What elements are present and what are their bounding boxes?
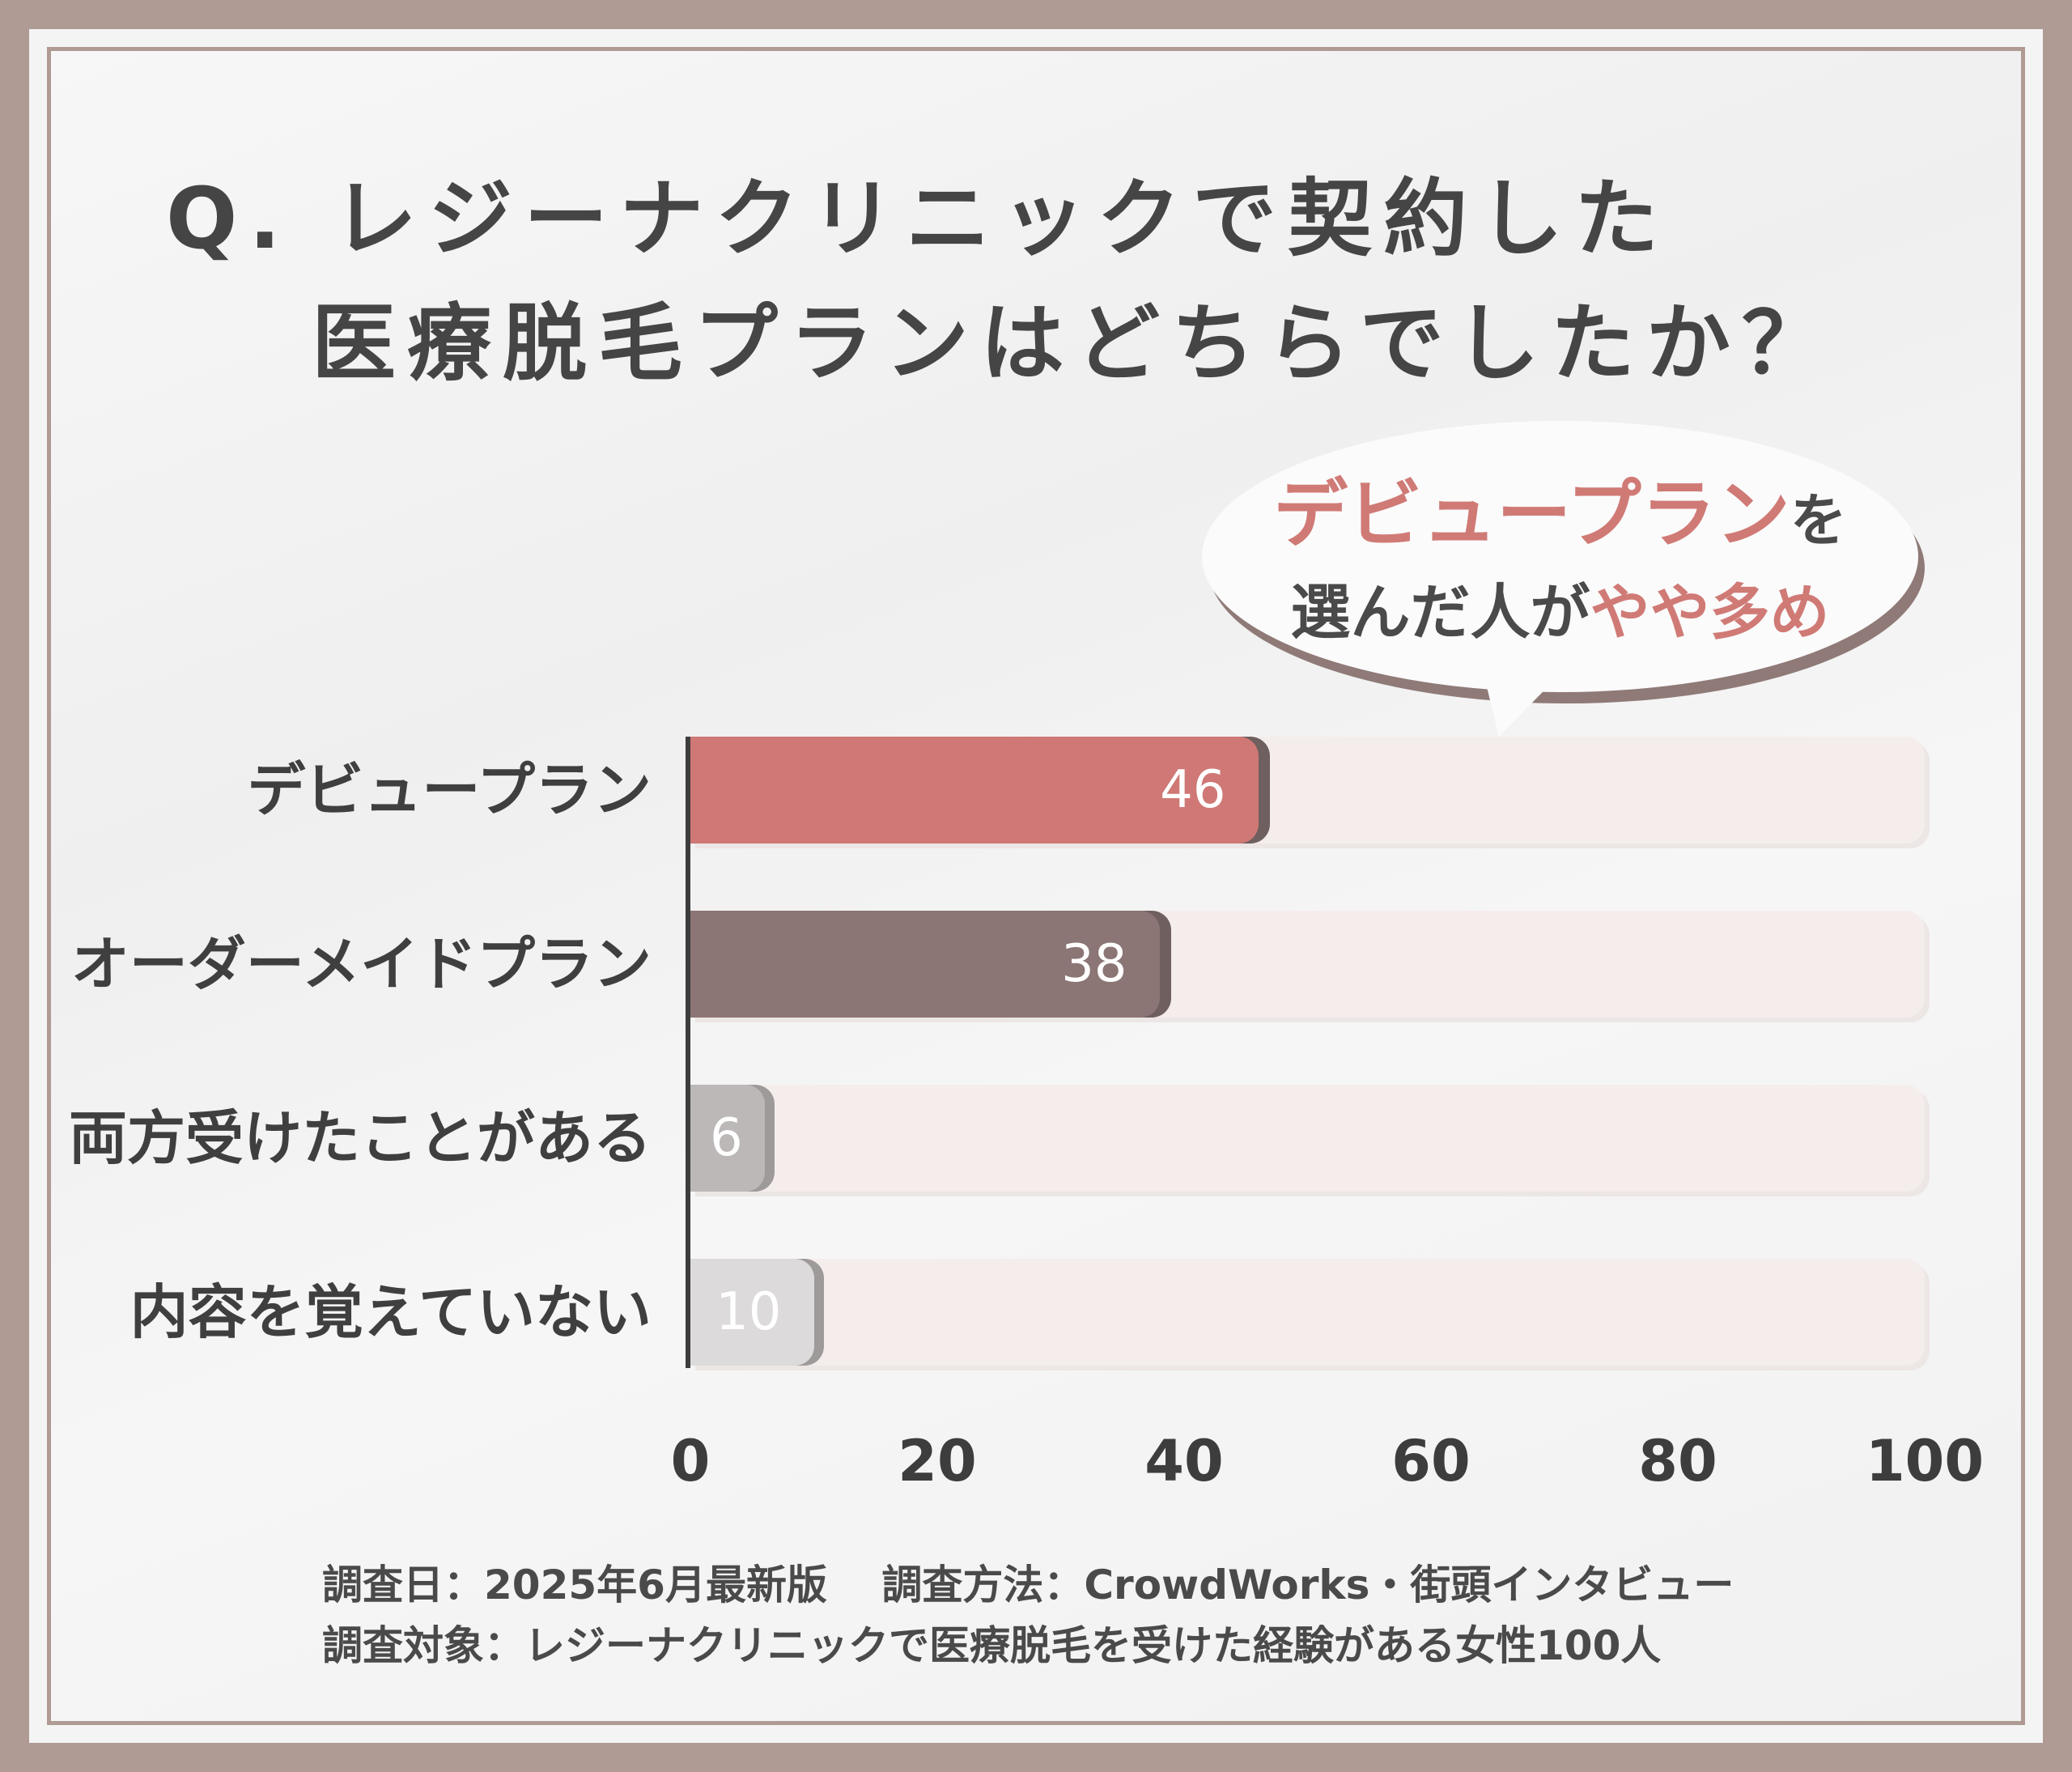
bar [690,911,1160,1018]
y-axis-line [686,737,690,1368]
callout-start-2: 選んだ人が [1290,578,1590,648]
bar-track [690,1259,1925,1366]
category-label: デビュープラン [247,756,652,824]
footer-line-1: 調査日：2025年6月最新版 調査方法：CrowdWorks・街頭インタビュー [322,1562,1734,1608]
category-label: 両方受けたことがある [68,1104,652,1172]
category-label: オーダーメイドプラン [70,930,652,998]
callout-accent-2: やや多め [1590,578,1830,648]
bar [690,1085,765,1192]
bar-value-label: 38 [1061,934,1127,994]
bar [690,1259,814,1366]
speech-bubble [1202,421,1918,692]
x-tick-label: 80 [1638,1428,1717,1494]
bar [690,737,1259,844]
inner-frame [47,47,2025,1725]
category-label: 内容を覚えていない [130,1278,652,1346]
x-tick-label: 100 [1865,1428,1985,1494]
bar-value-label: 46 [1160,760,1226,820]
callout-rest-1: を [1790,487,1847,554]
callout-accent-1: デビュープラン [1273,471,1790,558]
callout-line-1: デビュープランを [1202,478,1918,552]
x-tick-label: 60 [1391,1428,1471,1494]
title-line-1: Q. レジーナクリニックで契約した [166,169,1671,268]
footer-line-2: 調査対象：レジーナクリニックで医療脱毛を受けた経験がある女性100人 [322,1622,1662,1669]
bar-value-label: 6 [710,1108,743,1168]
x-tick-label: 20 [898,1428,977,1494]
title-line-2: 医療脱毛プランはどちらでしたか？ [312,294,1837,393]
callout-line-2: 選んだ人がやや多め [1202,583,1918,643]
bar-track [690,1085,1925,1192]
bar-value-label: 10 [715,1282,782,1342]
x-tick-label: 0 [670,1428,711,1494]
x-tick-label: 40 [1144,1428,1224,1494]
